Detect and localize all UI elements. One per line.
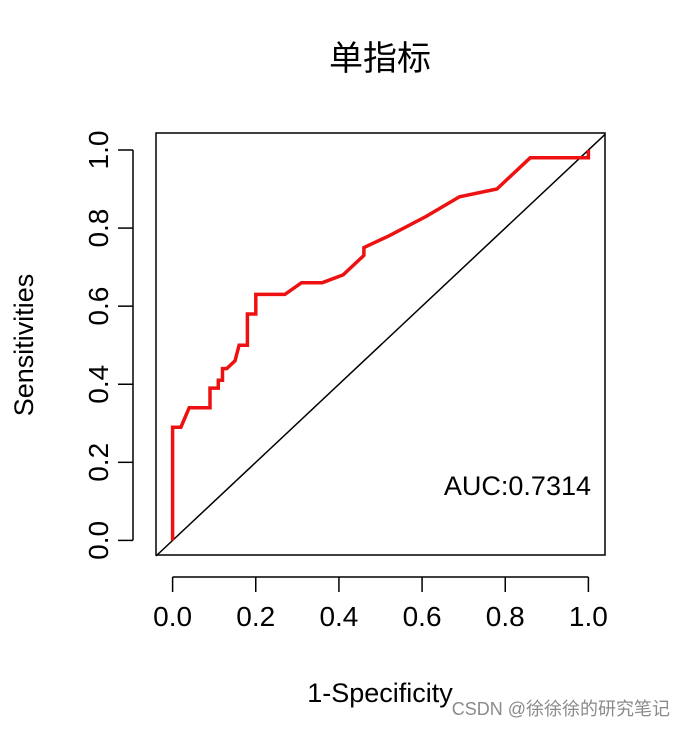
roc-curve-line (170, 150, 591, 541)
x-tick-label: 0.8 (486, 601, 525, 632)
y-tick-label: 0.0 (83, 521, 114, 560)
y-tick-label: 0.6 (83, 287, 114, 326)
y-tick-label: 0.2 (83, 443, 114, 482)
chart-title: 单指标 (329, 39, 431, 79)
x-tick-label: 0.6 (403, 601, 442, 632)
x-tick-label: 0.2 (236, 601, 275, 632)
plot-frame (155, 132, 606, 556)
x-axis-label: 1-Specificity (307, 678, 453, 708)
y-axis-ticks: 0.0 0.2 0.4 0.6 0.8 1.0 (83, 131, 133, 560)
y-tick-label: 0.8 (83, 209, 114, 248)
auc-annotation: AUC:0.7314 (444, 471, 591, 501)
x-tick-label: 0.0 (153, 601, 192, 632)
x-tick-label: 1.0 (569, 601, 608, 632)
watermark-text: CSDN @徐徐徐的研究笔记 (452, 699, 670, 719)
y-axis-label: Sensitivities (9, 274, 39, 417)
x-axis-ticks: 0.0 0.2 0.4 0.6 0.8 1.0 (153, 577, 608, 632)
reference-diagonal-line (155, 133, 606, 557)
series-layer (155, 133, 606, 557)
x-tick-label: 0.4 (319, 601, 358, 632)
y-tick-label: 0.4 (83, 365, 114, 404)
y-tick-label: 1.0 (83, 131, 114, 170)
